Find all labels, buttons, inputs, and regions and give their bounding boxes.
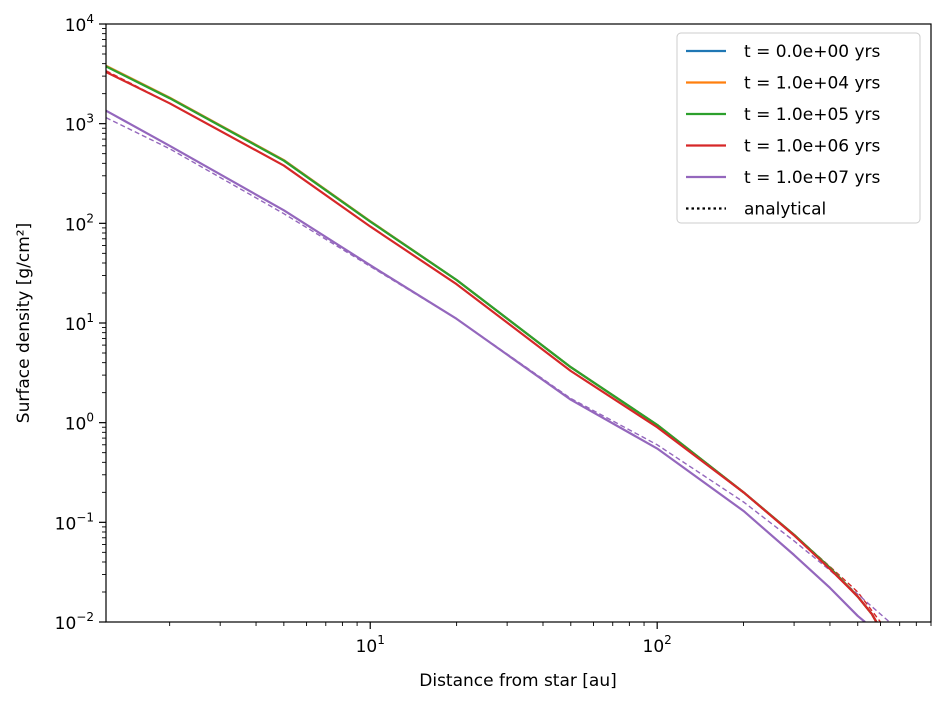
legend-label-1: t = 1.0e+04 yrs [744,74,881,94]
x-axis-ticks: 101 102 [169,622,932,657]
y-tick-exponent: −1 [76,510,94,524]
y-tick-base: 10 [65,116,87,136]
y-axis-label: Surface density [g/cm²] [14,223,34,423]
x-tick-label-1: 102 [643,633,672,657]
y-tick-label-5: 103 [65,112,94,136]
x-tick-label-0: 101 [356,633,385,657]
y-tick-exponent: −2 [76,610,94,624]
y-tick-label-4: 102 [65,211,94,235]
y-tick-exponent: 1 [86,311,94,325]
legend-box [676,32,921,224]
series-line-4 [106,109,866,622]
y-tick-label-2: 100 [65,411,94,435]
x-tick-base: 10 [643,637,665,657]
y-tick-base: 10 [65,215,87,235]
y-tick-label-1: 10−1 [55,510,94,534]
y-tick-base: 10 [55,514,77,534]
y-tick-label-3: 101 [65,311,94,335]
x-tick-exponent: 1 [377,633,385,647]
y-tick-exponent: 4 [86,12,94,26]
y-tick-label-0: 10−2 [55,610,94,634]
legend-label-0: t = 0.0e+00 yrs [744,42,881,62]
legend-label-5: analytical [744,200,826,220]
y-tick-label-6: 104 [65,12,94,36]
legend-label-4: t = 1.0e+07 yrs [744,168,881,188]
y-tick-base: 10 [65,415,87,435]
legend: t = 0.0e+00 yrs t = 1.0e+04 yrs t = 1.0e+0… [676,32,921,224]
y-tick-exponent: 3 [86,112,94,126]
x-tick-base: 10 [356,637,378,657]
x-axis-label: Distance from star [au] [419,671,617,691]
series-layer [106,64,891,622]
legend-label-2: t = 1.0e+05 yrs [744,105,881,125]
y-tick-base: 10 [55,614,77,634]
x-tick-exponent: 2 [664,633,672,647]
legend-label-3: t = 1.0e+06 yrs [744,137,881,157]
series-line-3 [106,71,878,622]
y-tick-base: 10 [65,315,87,335]
y-tick-exponent: 2 [86,211,94,225]
analytical-line-1 [106,116,891,622]
y-tick-base: 10 [65,16,87,36]
y-tick-exponent: 0 [86,411,94,425]
